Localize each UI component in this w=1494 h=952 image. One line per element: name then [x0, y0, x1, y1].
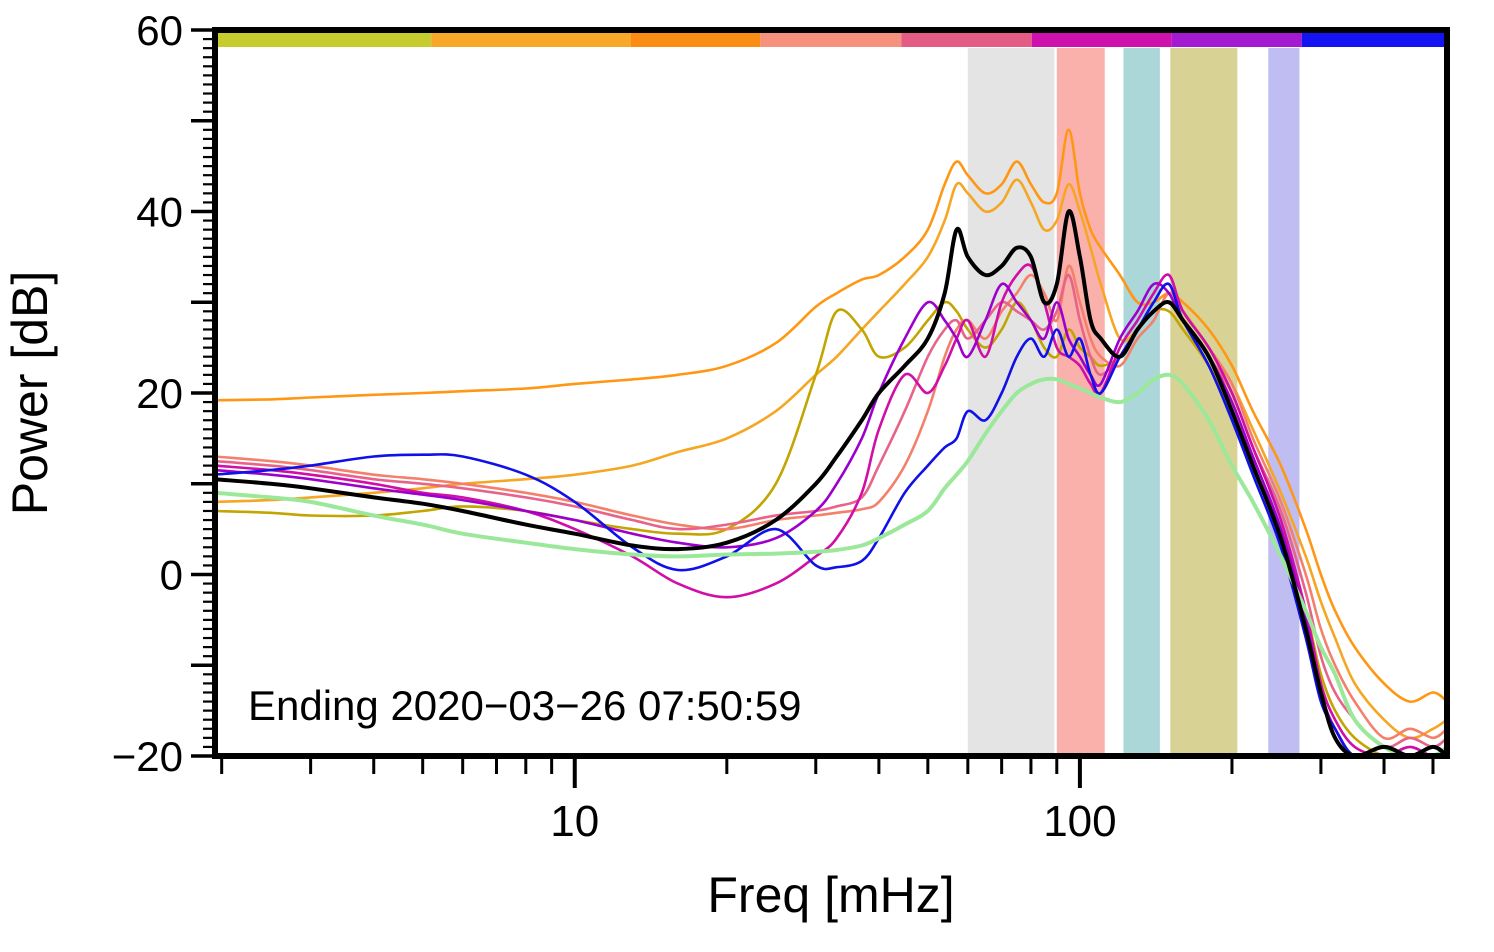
red-band	[1056, 48, 1105, 756]
x-tick-label: 10	[550, 797, 599, 846]
freq-colorbar-segment-7	[1301, 32, 1447, 47]
freq-colorbar-segment-2	[630, 32, 761, 47]
lavender-band	[1268, 48, 1300, 756]
spectrum-line-salmon	[215, 264, 1447, 741]
freq-colorbar-segment-4	[901, 32, 1032, 47]
spectrum-line-black-mean	[215, 209, 1447, 756]
y-tick-label: 40	[136, 189, 183, 236]
y-axis-label: Power [dB]	[2, 270, 58, 516]
freq-colorbar-segment-1	[431, 32, 631, 47]
spectrum-line-orange-low	[215, 178, 1447, 740]
y-tick-label: −20	[112, 733, 183, 780]
ending-time-annotation: Ending 2020−03−26 07:50:59	[248, 682, 802, 729]
spectrum-line-orange-high	[215, 128, 1447, 703]
y-tick-label: 60	[136, 7, 183, 54]
freq-colorbar-segment-5	[1031, 32, 1172, 47]
x-axis-label: Freq [mHz]	[707, 867, 955, 923]
spectrum-line-violet	[215, 282, 1447, 756]
y-tick-label: 0	[160, 552, 183, 599]
spectrum-line-green-mean	[215, 372, 1447, 756]
plot-frame	[212, 27, 1450, 759]
spectrum-line-pink	[215, 273, 1447, 749]
freq-colorbar-segment-0	[215, 32, 432, 47]
freq-colorbar-segment-3	[760, 32, 902, 47]
y-tick-label: 20	[136, 370, 183, 417]
x-tick-label: 100	[1043, 797, 1116, 846]
teal-band	[1123, 48, 1160, 756]
freq-colorbar-segment-6	[1171, 32, 1302, 47]
